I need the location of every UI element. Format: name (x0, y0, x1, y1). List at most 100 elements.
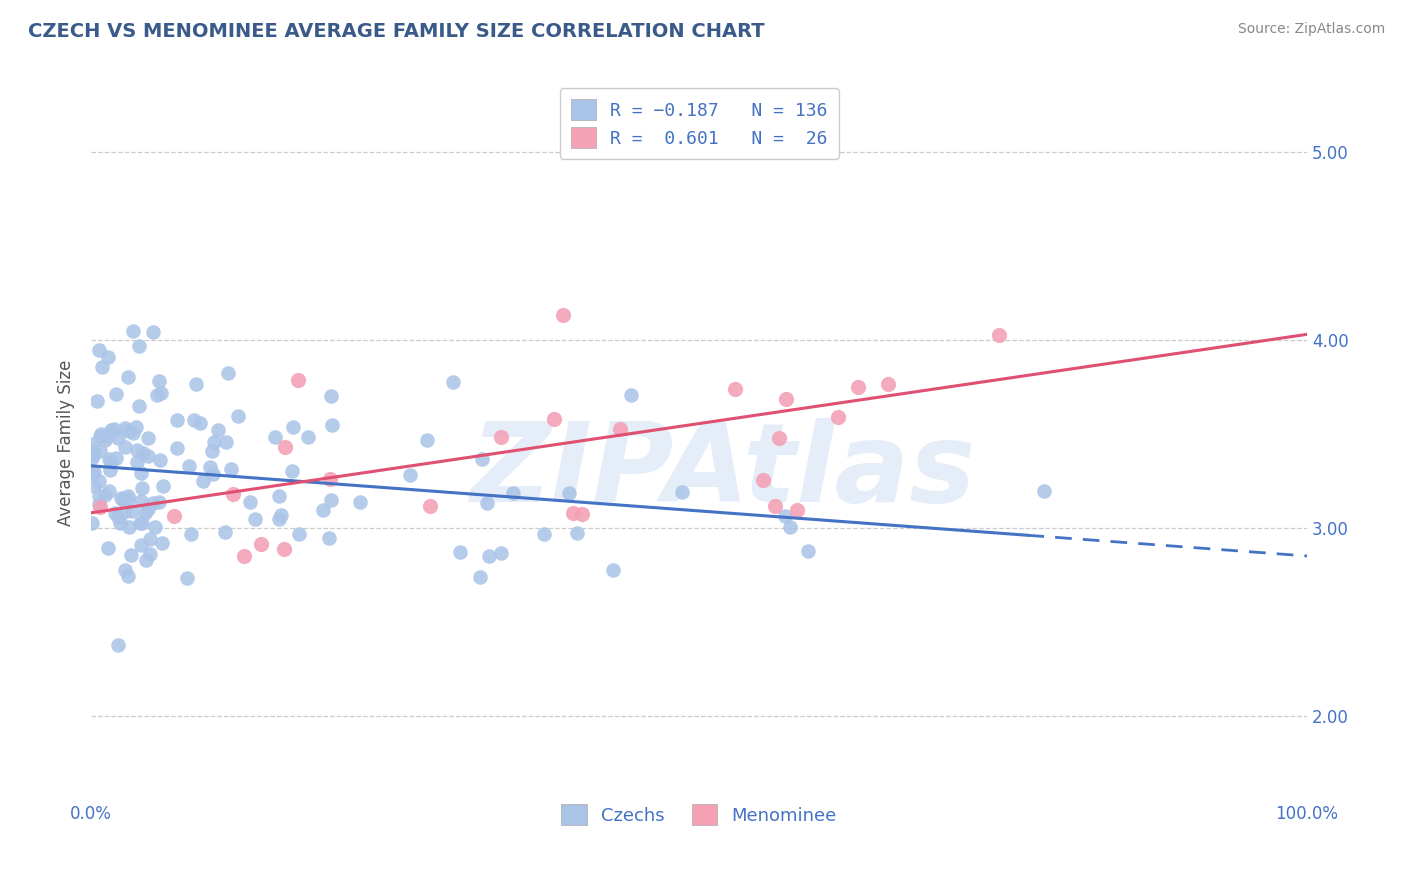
Point (491, 546, 513, 560)
Point (122, 324, 145, 338)
Point (105, 387, 128, 401)
Point (136, 431, 159, 445)
Point (565, 526, 588, 541)
Point (204, 435, 226, 450)
Point (96, 429, 118, 443)
Point (180, 527, 202, 541)
Point (419, 499, 441, 513)
Point (91, 359, 114, 374)
Point (131, 481, 153, 495)
Point (89, 343, 111, 357)
Point (188, 416, 211, 430)
Point (491, 430, 513, 444)
Point (478, 549, 501, 563)
Text: CZECH VS MENOMINEE AVERAGE FAMILY SIZE CORRELATION CHART: CZECH VS MENOMINEE AVERAGE FAMILY SIZE C… (28, 22, 765, 41)
Point (117, 491, 139, 506)
Point (987, 328, 1010, 343)
Point (269, 489, 291, 503)
Point (128, 338, 150, 352)
Point (83, 479, 105, 493)
Point (105, 451, 128, 466)
Point (312, 503, 335, 517)
Point (98, 463, 121, 477)
Point (846, 380, 869, 394)
Point (129, 466, 152, 480)
Point (571, 507, 593, 521)
Point (671, 485, 693, 500)
Point (103, 422, 125, 436)
Point (86, 393, 108, 408)
Point (166, 441, 188, 455)
Point (150, 386, 173, 401)
Point (786, 503, 808, 517)
Point (138, 449, 160, 463)
Point (763, 500, 786, 514)
Point (82, 465, 104, 479)
Point (449, 544, 471, 558)
Point (135, 553, 157, 567)
Point (97, 483, 120, 498)
Point (477, 496, 499, 510)
Point (110, 491, 132, 505)
Point (132, 445, 155, 459)
Text: Source: ZipAtlas.com: Source: ZipAtlas.com (1237, 22, 1385, 37)
Point (112, 492, 135, 507)
Point (107, 510, 129, 524)
Point (104, 507, 127, 521)
Point (543, 411, 565, 425)
Point (129, 493, 152, 508)
Point (82, 444, 104, 458)
Point (148, 495, 170, 509)
Point (82, 516, 104, 530)
Point (297, 430, 319, 444)
Point (121, 504, 143, 518)
Point (184, 377, 207, 392)
Point (107, 431, 129, 445)
Point (82, 447, 104, 461)
Point (89, 429, 111, 443)
Point (148, 374, 170, 388)
Point (177, 459, 200, 474)
Point (94, 433, 117, 447)
Point (139, 532, 162, 546)
Point (125, 443, 148, 458)
Point (217, 367, 239, 381)
Point (558, 485, 581, 500)
Point (502, 486, 524, 500)
Point (468, 570, 491, 584)
Point (214, 524, 236, 539)
Point (142, 325, 165, 339)
Text: ZIPAtlas: ZIPAtlas (471, 418, 976, 525)
Y-axis label: Average Family Size: Average Family Size (58, 360, 75, 526)
Point (283, 420, 305, 434)
Point (264, 430, 287, 444)
Point (319, 388, 342, 402)
Point (609, 421, 631, 435)
Point (129, 516, 152, 530)
Point (620, 387, 643, 401)
Point (114, 563, 136, 577)
Point (176, 571, 198, 585)
Point (318, 531, 340, 545)
Point (82, 437, 104, 451)
Point (233, 549, 256, 563)
Point (117, 370, 139, 384)
Point (98, 452, 121, 467)
Point (150, 535, 173, 549)
Point (114, 440, 136, 454)
Point (202, 467, 225, 481)
Point (441, 375, 464, 389)
Point (100, 423, 122, 437)
Point (349, 495, 371, 509)
Point (775, 392, 797, 407)
Point (166, 413, 188, 427)
Point (125, 455, 148, 469)
Point (318, 472, 340, 486)
Point (83, 465, 105, 479)
Point (270, 508, 292, 523)
Point (87, 489, 110, 503)
Point (398, 468, 420, 483)
Point (1033, 483, 1056, 498)
Point (827, 409, 849, 424)
Point (117, 569, 139, 583)
